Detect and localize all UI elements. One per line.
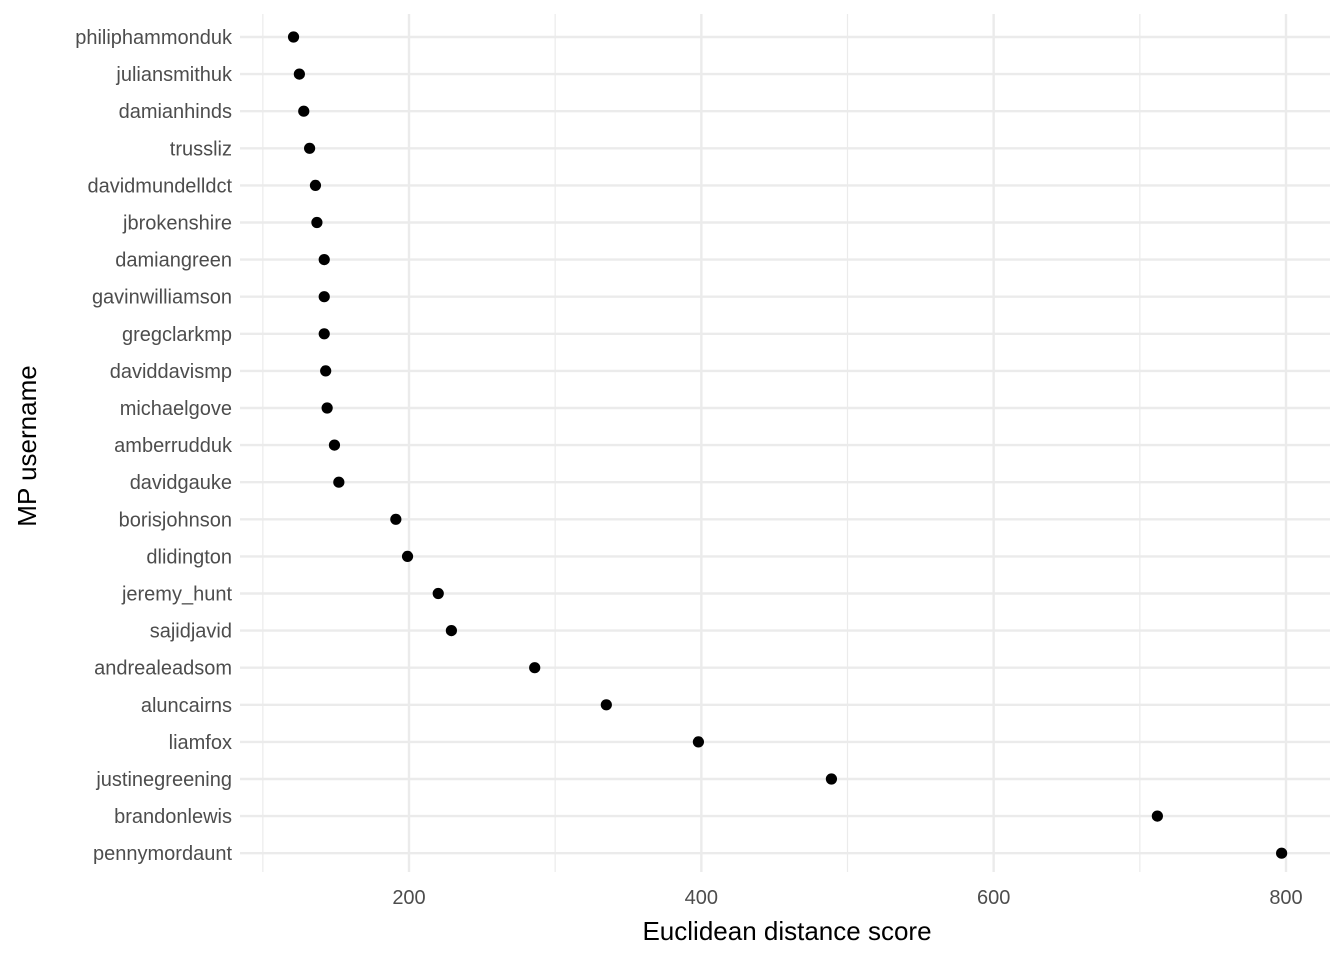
data-point xyxy=(390,513,402,525)
y-tick-label: amberrudduk xyxy=(114,435,233,457)
y-tick-label: aluncairns xyxy=(141,695,232,717)
data-point xyxy=(293,68,305,80)
data-point xyxy=(287,31,300,43)
y-tick-label: davidmundelldct xyxy=(87,175,232,197)
y-tick-label: jbrokenshire xyxy=(122,213,232,235)
data-point xyxy=(304,142,316,154)
y-tick-labels: philiphammonduk juliansmithuk damianhinds t… xyxy=(75,27,233,865)
y-tick-label: liamfox xyxy=(169,732,232,754)
x-tick-label: 400 xyxy=(685,887,718,909)
x-tick-label: 200 xyxy=(392,887,425,909)
data-point xyxy=(445,625,457,637)
data-point xyxy=(692,736,705,748)
data-point xyxy=(318,328,330,340)
y-tick-label: brandonlewis xyxy=(114,806,232,828)
data-point xyxy=(432,587,444,600)
y-tick-label: jeremy_hunt xyxy=(121,584,233,606)
y-tick-label: juliansmithuk xyxy=(115,64,233,86)
major-gridlines xyxy=(240,14,1330,872)
y-axis-title: MP username xyxy=(12,365,42,526)
y-tick-label: dlidington xyxy=(146,546,232,568)
y-tick-label: trussliz xyxy=(170,138,232,160)
data-point xyxy=(1276,847,1288,859)
data-point xyxy=(318,254,330,266)
y-tick-label: gregclarkmp xyxy=(122,324,232,346)
data-points xyxy=(287,31,1288,859)
y-tick-label: davidgauke xyxy=(130,472,232,494)
y-tick-label: daviddavismp xyxy=(110,361,232,383)
minor-gridlines xyxy=(262,14,1141,872)
x-tick-labels: 200 400 600 800 xyxy=(392,887,1302,909)
data-point xyxy=(320,365,332,377)
data-point xyxy=(529,662,541,674)
data-point xyxy=(328,439,341,451)
data-point xyxy=(333,476,345,488)
x-tick-label: 600 xyxy=(977,887,1010,909)
data-point xyxy=(1151,810,1163,822)
data-point xyxy=(401,550,414,563)
y-tick-label: gavinwilliamson xyxy=(92,287,232,309)
y-tick-label: andrealeadsom xyxy=(94,658,232,680)
y-tick-label: pennymordaunt xyxy=(93,843,232,865)
data-point xyxy=(600,699,612,711)
data-point xyxy=(298,105,310,117)
y-tick-label: sajidjavid xyxy=(150,621,232,643)
data-point xyxy=(311,216,323,229)
data-point xyxy=(321,402,333,414)
y-tick-label: damianhinds xyxy=(119,101,232,123)
y-tick-label: damiangreen xyxy=(115,250,232,272)
data-point xyxy=(318,291,330,303)
x-axis-title: Euclidean distance score xyxy=(642,916,931,946)
y-tick-label: borisjohnson xyxy=(119,509,232,531)
data-point xyxy=(825,773,838,785)
x-tick-label: 800 xyxy=(1269,887,1302,909)
y-tick-label: justinegreening xyxy=(95,769,232,791)
y-tick-label: michaelgove xyxy=(120,398,232,420)
data-point xyxy=(309,179,322,191)
y-tick-label: philiphammonduk xyxy=(75,27,233,49)
